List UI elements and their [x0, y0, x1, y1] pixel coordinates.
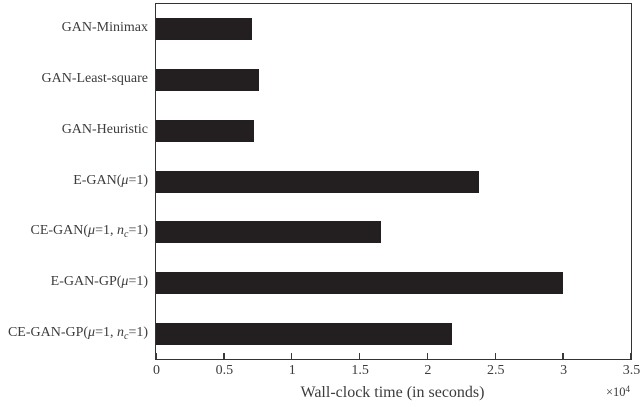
x-tick-mark [290, 353, 293, 359]
x-tick-label: 1 [288, 363, 296, 378]
category-label: CE-GAN-GP(μ=1, nc=1) [7, 324, 148, 342]
axis-exponent-multiplier: ×104 [606, 385, 630, 400]
x-tick-mark [223, 353, 225, 359]
x-axis-title: Wall-clock time (in seconds) [300, 384, 485, 401]
bar [156, 170, 479, 193]
x-tick-mark [358, 353, 361, 359]
x-tick-mark [630, 353, 632, 359]
category-label: GAN-Heuristic [61, 121, 148, 137]
category-label: GAN-Minimax [61, 20, 148, 36]
bar [156, 119, 254, 142]
multiplier-base: ×10 [605, 385, 626, 399]
x-tick-label: 3.5 [622, 363, 640, 378]
bar [156, 322, 452, 345]
bar [156, 271, 564, 294]
category-label: CE-GAN(μ=1, nc=1) [30, 223, 149, 241]
x-tick-label: 2 [424, 363, 432, 378]
plot-area [155, 3, 632, 360]
x-tick-label: 0 [153, 363, 160, 378]
bar [156, 221, 382, 244]
x-tick-label: 3 [560, 363, 568, 378]
multiplier-exponent: 4 [625, 384, 631, 394]
x-tick-mark [562, 353, 564, 359]
x-tick-label: 1.5 [351, 363, 369, 378]
x-tick-mark [155, 353, 157, 359]
bar [156, 69, 260, 92]
x-tick-mark [426, 353, 429, 359]
x-tick-label: 0.5 [215, 363, 234, 378]
bar [156, 18, 253, 41]
category-label: E-GAN-GP(μ=1) [50, 273, 148, 289]
x-tick-label: 2.5 [487, 363, 505, 378]
category-label: GAN-Least-square [41, 71, 148, 87]
category-label: E-GAN(μ=1) [73, 172, 148, 188]
x-tick-mark [494, 353, 497, 359]
